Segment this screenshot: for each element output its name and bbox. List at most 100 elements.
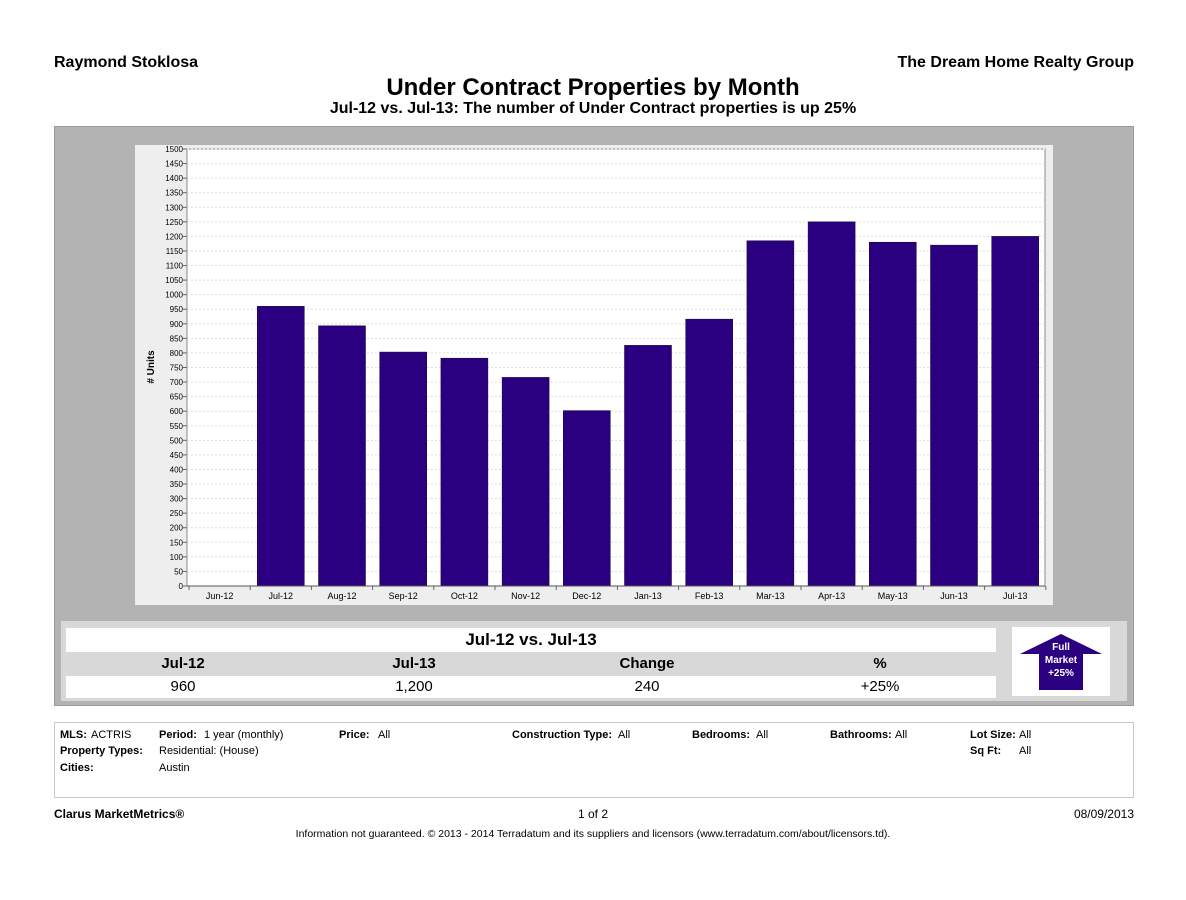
summary-values-row bbox=[66, 676, 996, 698]
y-tick-label: 650 bbox=[170, 393, 184, 402]
lot-size-value: All bbox=[1019, 729, 1032, 741]
up-arrow-icon bbox=[1020, 634, 1102, 690]
badge-line-2: Market bbox=[1044, 655, 1078, 666]
footer-brand: Clarus MarketMetrics® bbox=[54, 807, 185, 821]
summary-header-curr: Jul-13 bbox=[392, 655, 436, 672]
x-tick-label: Jun-12 bbox=[206, 591, 234, 601]
badge-line-3: +25% bbox=[1048, 668, 1074, 679]
bar-jun-13 bbox=[930, 244, 978, 587]
chart-subtitle: Jul-12 vs. Jul-13: The number of Under C… bbox=[329, 100, 857, 117]
y-tick-label: 300 bbox=[170, 495, 184, 504]
bathrooms-label: Bathrooms: bbox=[830, 729, 892, 741]
bar-jan-13 bbox=[624, 345, 672, 587]
construction-type-value: All bbox=[618, 729, 631, 741]
x-tick-label: Jul-13 bbox=[1003, 591, 1028, 601]
summary-header-change: Change bbox=[619, 655, 675, 672]
bar-sep-12 bbox=[379, 351, 427, 587]
y-tick-label: 900 bbox=[170, 320, 184, 329]
badge-label: Full Market +25% bbox=[1038, 641, 1084, 680]
sqft-label: Sq Ft: bbox=[970, 745, 1002, 757]
mls-value: ACTRIS bbox=[91, 729, 132, 741]
cities-label: Cities: bbox=[60, 762, 94, 774]
y-tick-label: 550 bbox=[170, 422, 184, 431]
bar-nov-12 bbox=[501, 377, 550, 587]
y-tick-label: 1150 bbox=[166, 247, 184, 256]
y-tick-label: 250 bbox=[170, 509, 184, 518]
y-tick-label: 1000 bbox=[165, 291, 183, 300]
y-axis-label: # Units bbox=[146, 350, 157, 384]
bar-aug-12 bbox=[318, 325, 366, 587]
summary-value-percent: +25% bbox=[860, 678, 900, 695]
page-number: 1 of 2 bbox=[577, 807, 609, 821]
y-tick-label: 1200 bbox=[165, 232, 183, 241]
y-tick-label: 800 bbox=[170, 349, 184, 358]
disclaimer: Information not guaranteed. © 2013 - 201… bbox=[295, 828, 891, 840]
y-tick-label: 1250 bbox=[165, 218, 183, 227]
bar-feb-13 bbox=[685, 318, 733, 587]
x-tick-label: Apr-13 bbox=[818, 591, 845, 601]
x-tick-label: Feb-13 bbox=[695, 591, 724, 601]
x-tick-label: Jul-12 bbox=[269, 591, 294, 601]
price-value: All bbox=[378, 729, 391, 741]
summary-header-prev: Jul-12 bbox=[161, 655, 205, 672]
y-tick-label: 850 bbox=[170, 334, 184, 343]
y-tick-label: 150 bbox=[170, 538, 184, 547]
x-tick-label: Oct-12 bbox=[451, 591, 478, 601]
bar-jul-13 bbox=[991, 236, 1039, 587]
y-tick-label: 700 bbox=[170, 378, 184, 387]
badge-line-1: Full bbox=[1052, 642, 1070, 653]
y-tick-label: 400 bbox=[170, 465, 184, 474]
y-tick-label: 1500 bbox=[165, 145, 183, 154]
x-tick-label: Aug-12 bbox=[327, 591, 356, 601]
mls-label: MLS: bbox=[60, 729, 87, 741]
chart-title: Under Contract Properties by Month bbox=[386, 74, 800, 101]
y-tick-label: 950 bbox=[170, 305, 184, 314]
summary-header-percent: % bbox=[873, 655, 887, 672]
x-tick-label: Jun-13 bbox=[940, 591, 968, 601]
bar-apr-13 bbox=[807, 221, 856, 587]
bedrooms-label: Bedrooms: bbox=[692, 729, 751, 741]
x-tick-label: Jan-13 bbox=[634, 591, 662, 601]
brokerage-name: The Dream Home Realty Group bbox=[897, 54, 1135, 71]
x-tick-label: Sep-12 bbox=[389, 591, 418, 601]
summary-value-prev: 960 bbox=[170, 678, 196, 695]
sqft-value: All bbox=[1019, 745, 1032, 757]
y-tick-label: 1400 bbox=[165, 174, 183, 183]
bar-may-13 bbox=[869, 241, 917, 587]
x-tick-label: Dec-12 bbox=[572, 591, 601, 601]
gridlines bbox=[187, 148, 1045, 572]
search-criteria-box bbox=[54, 722, 1134, 798]
x-tick-label: Mar-13 bbox=[756, 591, 785, 601]
x-tick-label: Nov-12 bbox=[511, 591, 540, 601]
x-axis-ticks: Jun-12 Jul-12 Aug-12 Sep-12 Oct-12 Nov-12 Dec-… bbox=[187, 585, 1047, 601]
cities-value: Austin bbox=[159, 762, 190, 774]
y-tick-label: 1350 bbox=[165, 189, 183, 198]
summary-title: Jul-12 vs. Jul-13 bbox=[66, 628, 996, 652]
bar-jul-12 bbox=[257, 306, 305, 587]
y-tick-label: 200 bbox=[170, 524, 184, 533]
y-tick-label: 50 bbox=[174, 567, 183, 576]
y-tick-label: 0 bbox=[179, 582, 184, 591]
construction-type-label: Construction Type: bbox=[512, 729, 613, 741]
y-tick-label: 600 bbox=[170, 407, 184, 416]
y-tick-label: 450 bbox=[170, 451, 184, 460]
y-tick-label: 1450 bbox=[165, 160, 183, 169]
bar-mar-13 bbox=[746, 240, 795, 587]
period-value: 1 year (monthly) bbox=[204, 729, 284, 741]
summary-value-change: 240 bbox=[634, 678, 660, 695]
lot-size-label: Lot Size: bbox=[970, 729, 1016, 741]
y-tick-label: 500 bbox=[170, 436, 184, 445]
bars bbox=[257, 221, 1039, 587]
y-tick-label: 1300 bbox=[165, 203, 183, 212]
bedrooms-value: All bbox=[756, 729, 769, 741]
y-tick-label: 750 bbox=[170, 364, 184, 373]
bathrooms-value: All bbox=[895, 729, 908, 741]
y-axis-ticks: 0 50 100 150 200 250 300 350 400 450 500 550 600 650 7… bbox=[165, 145, 187, 591]
property-types-label: Property Types: bbox=[60, 745, 143, 757]
x-tick-label: May-13 bbox=[878, 591, 908, 601]
report-date: 08/09/2013 bbox=[1073, 807, 1134, 821]
y-tick-label: 1050 bbox=[165, 276, 183, 285]
price-label: Price: bbox=[339, 729, 370, 741]
bar-dec-12 bbox=[563, 410, 611, 587]
summary-value-curr: 1,200 bbox=[395, 678, 433, 695]
